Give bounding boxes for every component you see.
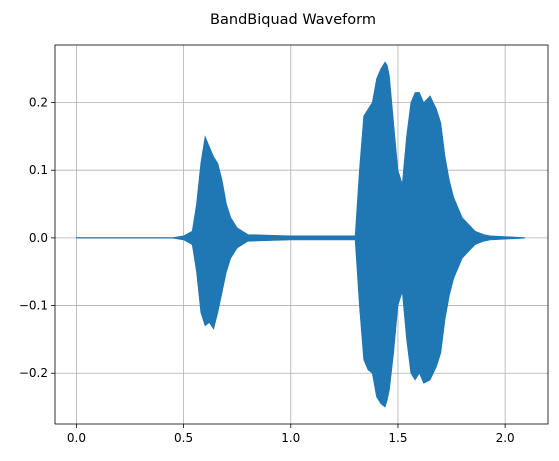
x-axis: 0.0 0.5 1.0 1.5 2.0 [67, 424, 515, 445]
x-tick-label: 2.0 [496, 431, 515, 445]
grid [55, 45, 548, 424]
series-layer [76, 61, 525, 408]
plot-area [54, 44, 549, 425]
x-tick-label: 1.0 [281, 431, 300, 445]
y-tick-label: 0.1 [29, 163, 48, 177]
y-tick-label: −0.2 [19, 366, 48, 380]
y-tick-label: 0.2 [29, 96, 48, 110]
x-tick-label: 1.5 [388, 431, 407, 445]
x-tick-label: 0.0 [67, 431, 86, 445]
x-tick-label: 0.5 [174, 431, 193, 445]
y-axis: −0.2 −0.1 0.0 0.1 0.2 [19, 96, 55, 380]
y-tick-label: 0.0 [29, 231, 48, 245]
chart-title: BandBiquad Waveform [210, 12, 376, 28]
y-tick-label: −0.1 [19, 299, 48, 313]
